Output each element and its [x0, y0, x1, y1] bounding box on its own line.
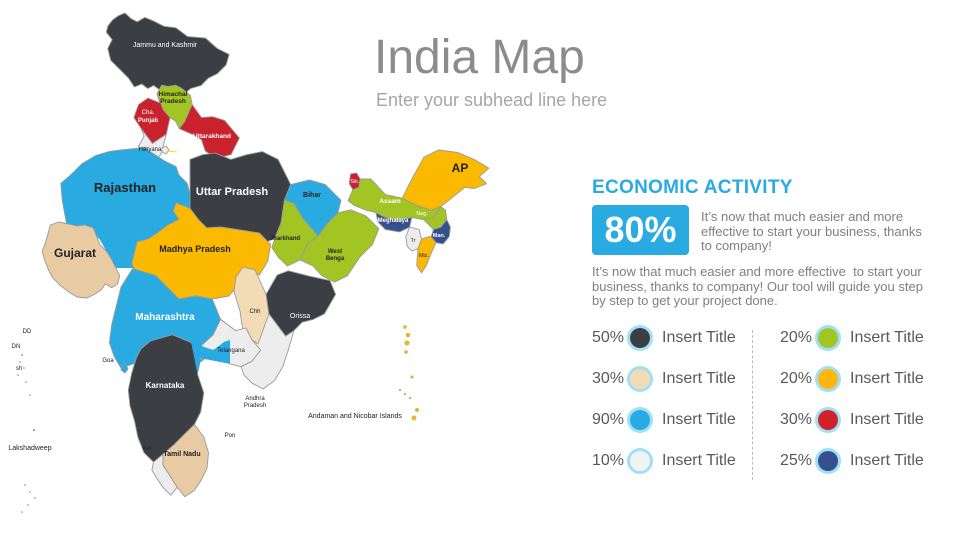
svg-text:Telangana: Telangana	[217, 348, 245, 354]
svg-text:Haryana: Haryana	[139, 147, 162, 153]
svg-text:Benga: Benga	[326, 256, 345, 262]
svg-text:Nag.: Nag.	[416, 211, 428, 217]
svg-text:Uttar Pradesh: Uttar Pradesh	[196, 186, 268, 198]
svg-text:Punjab: Punjab	[138, 118, 158, 124]
svg-text:West: West	[328, 249, 342, 255]
svg-text:Pon: Pon	[225, 433, 236, 439]
svg-text:Assam: Assam	[379, 198, 401, 205]
svg-text:Lakshadweep: Lakshadweep	[8, 445, 51, 452]
svg-text:Ker.: Ker.	[143, 446, 154, 452]
svg-text:Himachal: Himachal	[159, 91, 188, 98]
svg-text:Chh: Chh	[249, 309, 260, 315]
svg-text:Goa: Goa	[102, 358, 114, 364]
svg-text:Tr: Tr	[411, 238, 416, 244]
svg-text:Rajasthan: Rajasthan	[94, 180, 156, 195]
svg-text:Andaman and Nicobar Islands: Andaman and Nicobar Islands	[308, 413, 402, 420]
svg-text:Delhi: Delhi	[178, 150, 192, 156]
svg-text:Uttarakhand: Uttarakhand	[193, 133, 231, 140]
svg-text:Gujarat: Gujarat	[54, 246, 96, 260]
svg-text:Jharkhand: Jharkhand	[270, 236, 301, 242]
svg-text:Bihar: Bihar	[303, 192, 321, 199]
svg-text:Andhra: Andhra	[245, 396, 265, 402]
svg-text:sh: sh	[16, 366, 22, 372]
svg-text:Orissa: Orissa	[290, 313, 310, 320]
svg-text:DD: DD	[23, 329, 32, 335]
svg-text:Pradesh: Pradesh	[244, 403, 266, 409]
svg-text:DN: DN	[12, 344, 21, 350]
svg-text:Pradesh: Pradesh	[160, 98, 186, 105]
svg-text:Miz.: Miz.	[419, 253, 430, 259]
svg-text:Meghalaya: Meghalaya	[378, 218, 409, 224]
svg-text:Madhya Pradesh: Madhya Pradesh	[159, 244, 231, 254]
svg-text:AP: AP	[452, 161, 469, 175]
svg-text:Jammu and Kashmir: Jammu and Kashmir	[133, 42, 198, 49]
svg-text:Sik.: Sik.	[350, 179, 360, 185]
svg-text:Tamil Nadu: Tamil Nadu	[163, 451, 200, 458]
svg-text:Man.: Man.	[433, 233, 446, 239]
svg-text:Cha.: Cha.	[142, 110, 155, 116]
svg-text:Karnataka: Karnataka	[146, 381, 185, 390]
svg-text:Maharashtra: Maharashtra	[135, 312, 195, 323]
